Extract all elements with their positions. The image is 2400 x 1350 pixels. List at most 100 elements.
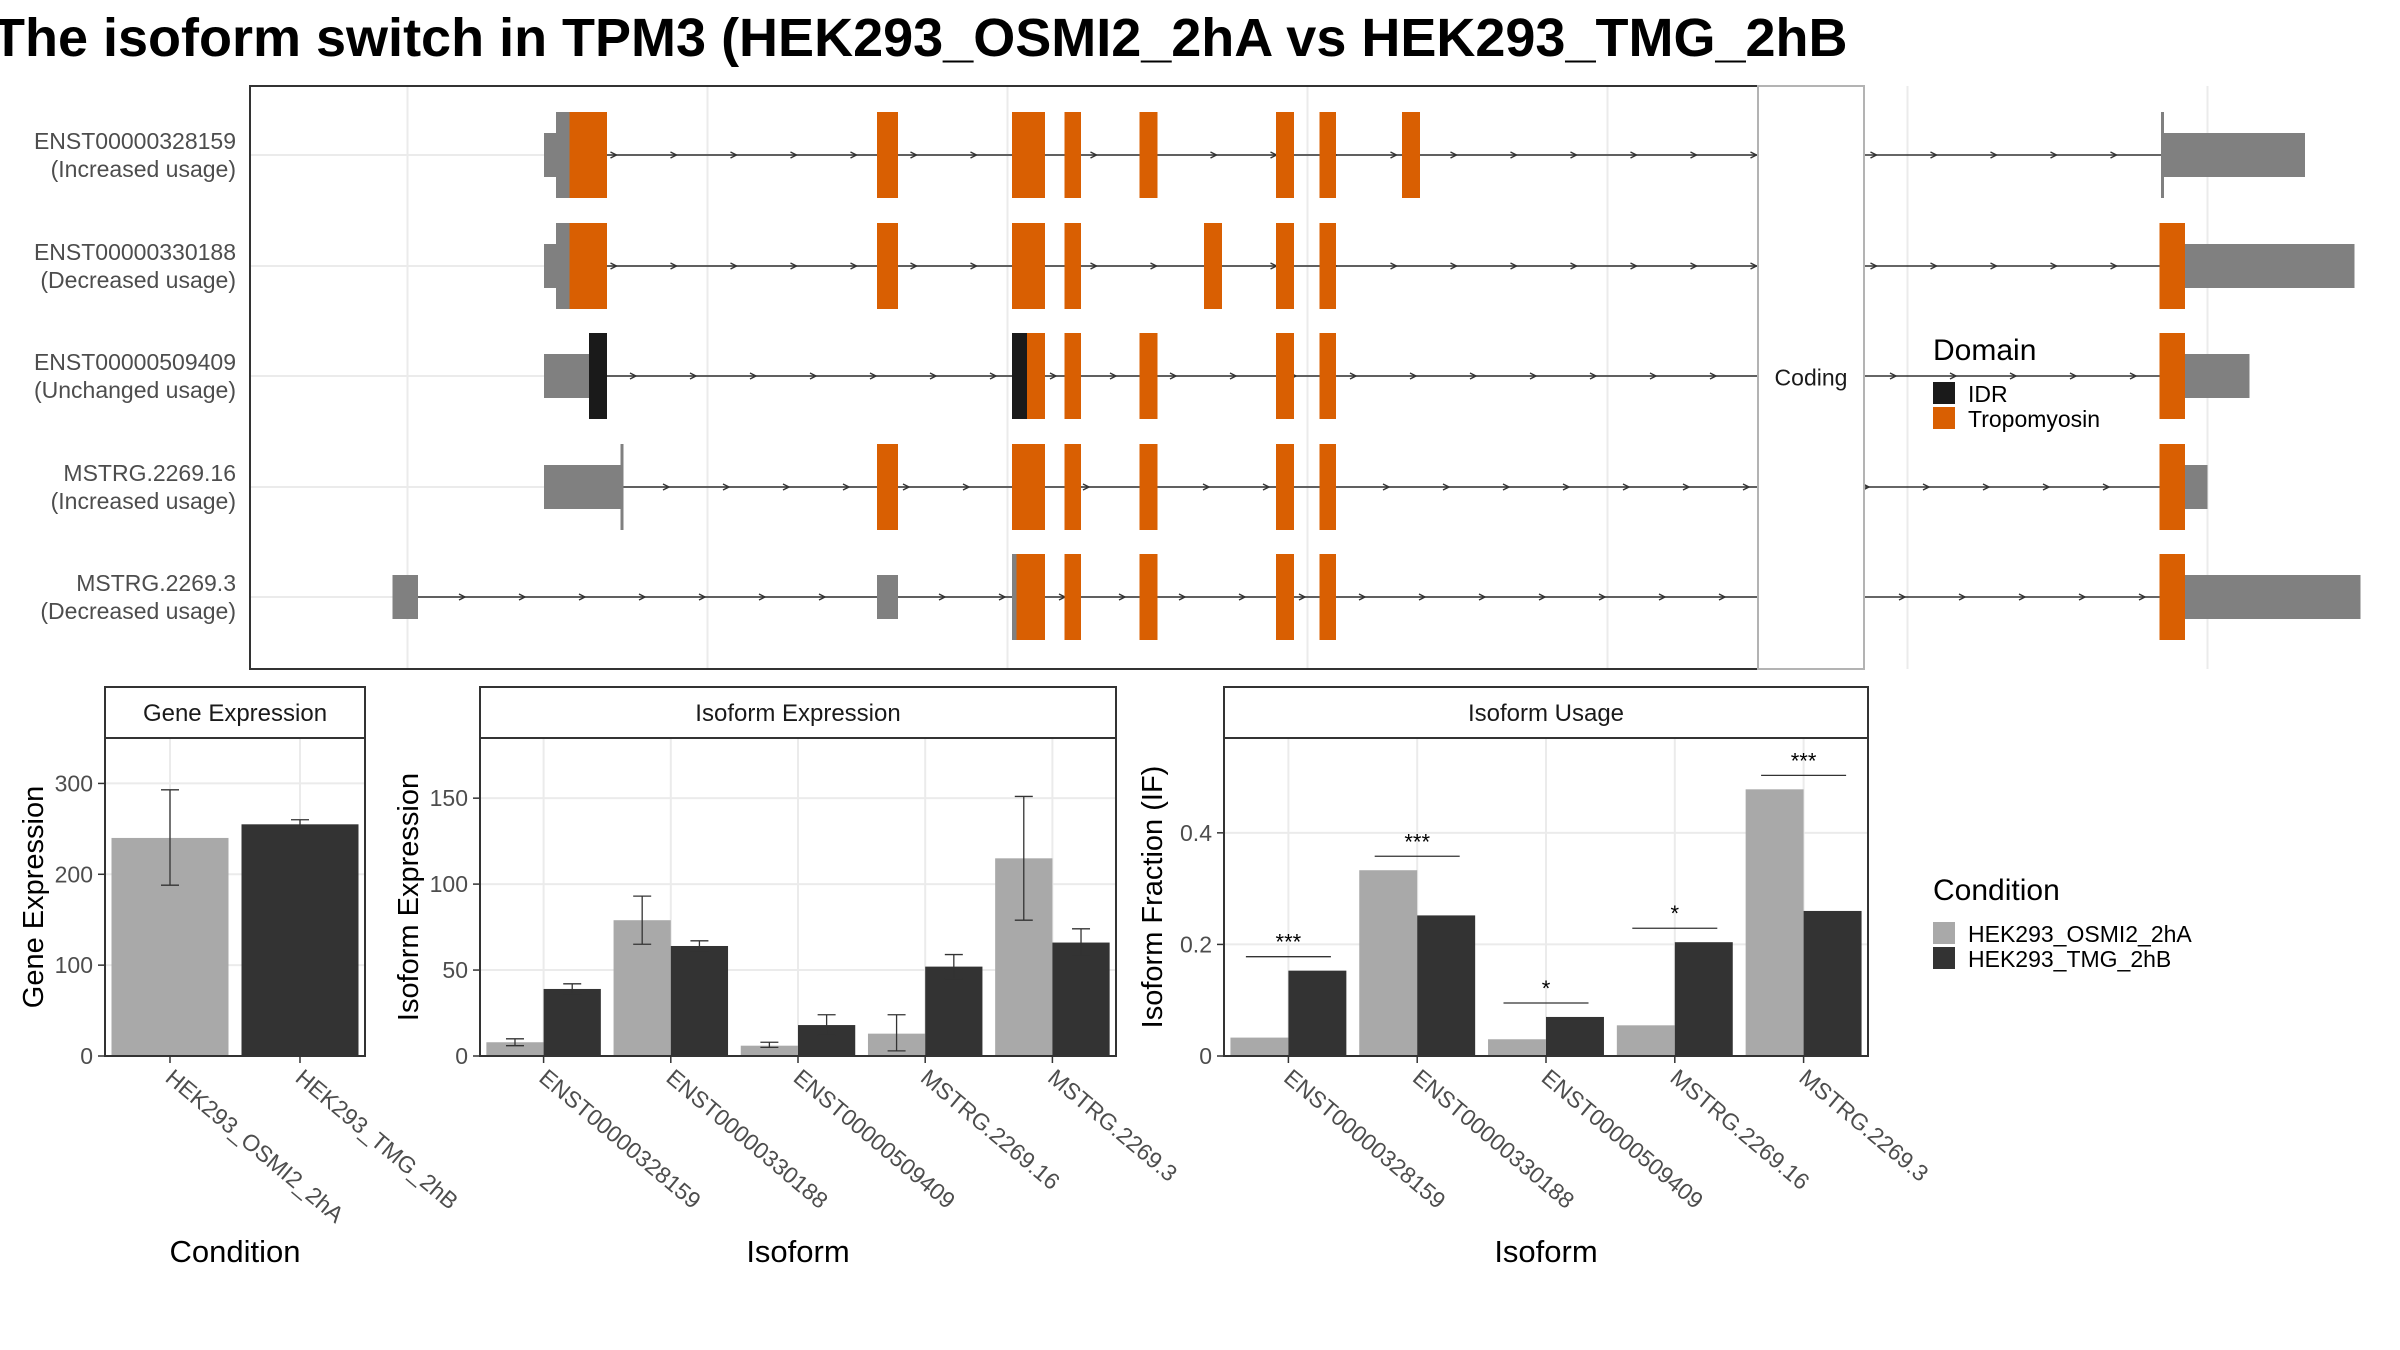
isoform-id-label: MSTRG.2269.16 bbox=[63, 460, 236, 486]
intron-arrow bbox=[758, 593, 767, 601]
intron-arrow bbox=[2102, 483, 2111, 491]
intron-arrow bbox=[610, 151, 619, 159]
chart-2: 00.20.4***********Isoform UsageENST00000… bbox=[1137, 686, 1934, 1269]
intron-arrow bbox=[1682, 483, 1691, 491]
legend-label-tmg: HEK293_TMG_2hB bbox=[1968, 946, 2171, 972]
intron-arrow bbox=[1990, 262, 1999, 270]
intron-arrow bbox=[1390, 262, 1399, 270]
intron-arrow bbox=[998, 593, 1007, 601]
bar bbox=[1674, 942, 1733, 1056]
tropomyosin-domain-exon bbox=[1276, 554, 1294, 640]
intron-arrow bbox=[2009, 372, 2018, 380]
intron-arrow bbox=[818, 593, 827, 601]
bar bbox=[486, 1042, 544, 1056]
intron-arrow bbox=[1870, 151, 1879, 159]
intron-arrow bbox=[962, 483, 971, 491]
bar bbox=[1546, 1016, 1604, 1056]
tropomyosin-domain-exon bbox=[877, 223, 898, 309]
y-axis-label: Isoform Expression bbox=[393, 773, 425, 1021]
intron-arrow bbox=[1562, 483, 1571, 491]
bar bbox=[1359, 870, 1418, 1056]
intron-arrow bbox=[1502, 483, 1511, 491]
intron-arrow bbox=[2110, 151, 2119, 159]
intron-arrow bbox=[850, 262, 859, 270]
intron-arrow bbox=[1898, 593, 1907, 601]
utr-exon bbox=[2164, 133, 2305, 177]
intron-arrow bbox=[1382, 483, 1391, 491]
y-tick-label: 100 bbox=[430, 871, 468, 897]
tropomyosin-domain-exon bbox=[1276, 444, 1294, 530]
utr-exon bbox=[556, 223, 570, 309]
y-tick-label: 150 bbox=[430, 785, 468, 811]
intron-arrow bbox=[638, 593, 647, 601]
utr-exon bbox=[2185, 244, 2355, 288]
strip-header bbox=[104, 686, 366, 739]
intron-arrow bbox=[1982, 483, 1991, 491]
bar bbox=[1488, 1039, 1546, 1056]
isoform-id-label: ENST00000509409 bbox=[34, 349, 236, 375]
intron-arrow bbox=[1450, 262, 1459, 270]
intron-arrow bbox=[662, 483, 671, 491]
domain-legend: Domain IDR Tropomyosin bbox=[1933, 334, 2100, 432]
tropomyosin-domain-exon bbox=[2159, 554, 2185, 640]
tropomyosin-domain-exon bbox=[1139, 554, 1158, 640]
tropomyosin-domain-exon bbox=[1319, 112, 1336, 198]
intron-arrow bbox=[1118, 593, 1127, 601]
intron-arrow bbox=[842, 483, 851, 491]
tropomyosin-domain-exon bbox=[2159, 444, 2185, 530]
y-tick-label: 50 bbox=[442, 957, 468, 983]
isoform-id-label: MSTRG.2269.3 bbox=[76, 570, 236, 596]
intron-arrow bbox=[1442, 483, 1451, 491]
intron-arrow bbox=[1718, 593, 1727, 601]
utr-exon bbox=[877, 575, 898, 619]
strip-title: Isoform Usage bbox=[1468, 700, 1624, 727]
intron-arrow bbox=[2069, 372, 2078, 380]
isoform-usage-label: (Unchanged usage) bbox=[34, 377, 236, 403]
intron-arrow bbox=[1229, 372, 1238, 380]
intron-arrow bbox=[902, 483, 911, 491]
intron-arrow bbox=[698, 593, 707, 601]
intron-arrow bbox=[1358, 593, 1367, 601]
intron-arrow bbox=[1478, 593, 1487, 601]
tropomyosin-domain-exon bbox=[1064, 223, 1081, 309]
isoform-usage-label: (Decreased usage) bbox=[40, 598, 236, 624]
intron-arrow bbox=[1049, 372, 1058, 380]
intron-arrow bbox=[1210, 151, 1219, 159]
intron-arrow bbox=[1658, 593, 1667, 601]
intron-arrow bbox=[1298, 593, 1307, 601]
figure-title: The isoform switch in TPM3 (HEK293_OSMI2… bbox=[0, 8, 1848, 68]
intron-arrow bbox=[2042, 483, 2051, 491]
y-axis-label: Gene Expression bbox=[18, 786, 50, 1008]
intron-arrow bbox=[1390, 151, 1399, 159]
tropomyosin-domain-exon bbox=[1064, 444, 1081, 530]
intron-arrow bbox=[730, 262, 739, 270]
legend-swatch-tropomyosin bbox=[1933, 407, 1955, 429]
isoform-usage-label: (Increased usage) bbox=[51, 156, 236, 182]
intron-arrow bbox=[2110, 262, 2119, 270]
intron-arrow bbox=[578, 593, 587, 601]
isoform-structure-panel: ENST00000328159(Increased usage)ENST0000… bbox=[34, 85, 2361, 670]
intron-arrow bbox=[1262, 483, 1271, 491]
intron-arrow bbox=[1889, 372, 1898, 380]
strip-header bbox=[479, 686, 1117, 739]
bar bbox=[241, 824, 359, 1056]
significance-label: * bbox=[1671, 901, 1680, 926]
utr-exon bbox=[2185, 465, 2208, 509]
tropomyosin-domain-exon bbox=[1027, 333, 1045, 419]
intron-arrow bbox=[1538, 593, 1547, 601]
intron-arrow bbox=[1630, 151, 1639, 159]
intron-arrow bbox=[970, 151, 979, 159]
intron-arrow bbox=[1109, 372, 1118, 380]
intron-arrow bbox=[2018, 593, 2027, 601]
utr-exon bbox=[392, 575, 418, 619]
tropomyosin-domain-exon bbox=[1319, 223, 1336, 309]
tropomyosin-domain-exon bbox=[877, 112, 898, 198]
intron-arrow bbox=[1570, 151, 1579, 159]
significance-label: *** bbox=[1276, 930, 1302, 955]
y-tick-label: 200 bbox=[55, 861, 93, 887]
y-tick-label: 100 bbox=[55, 952, 93, 978]
intron-arrow bbox=[1570, 262, 1579, 270]
intron-arrow bbox=[1870, 262, 1879, 270]
significance-label: *** bbox=[1404, 829, 1430, 854]
